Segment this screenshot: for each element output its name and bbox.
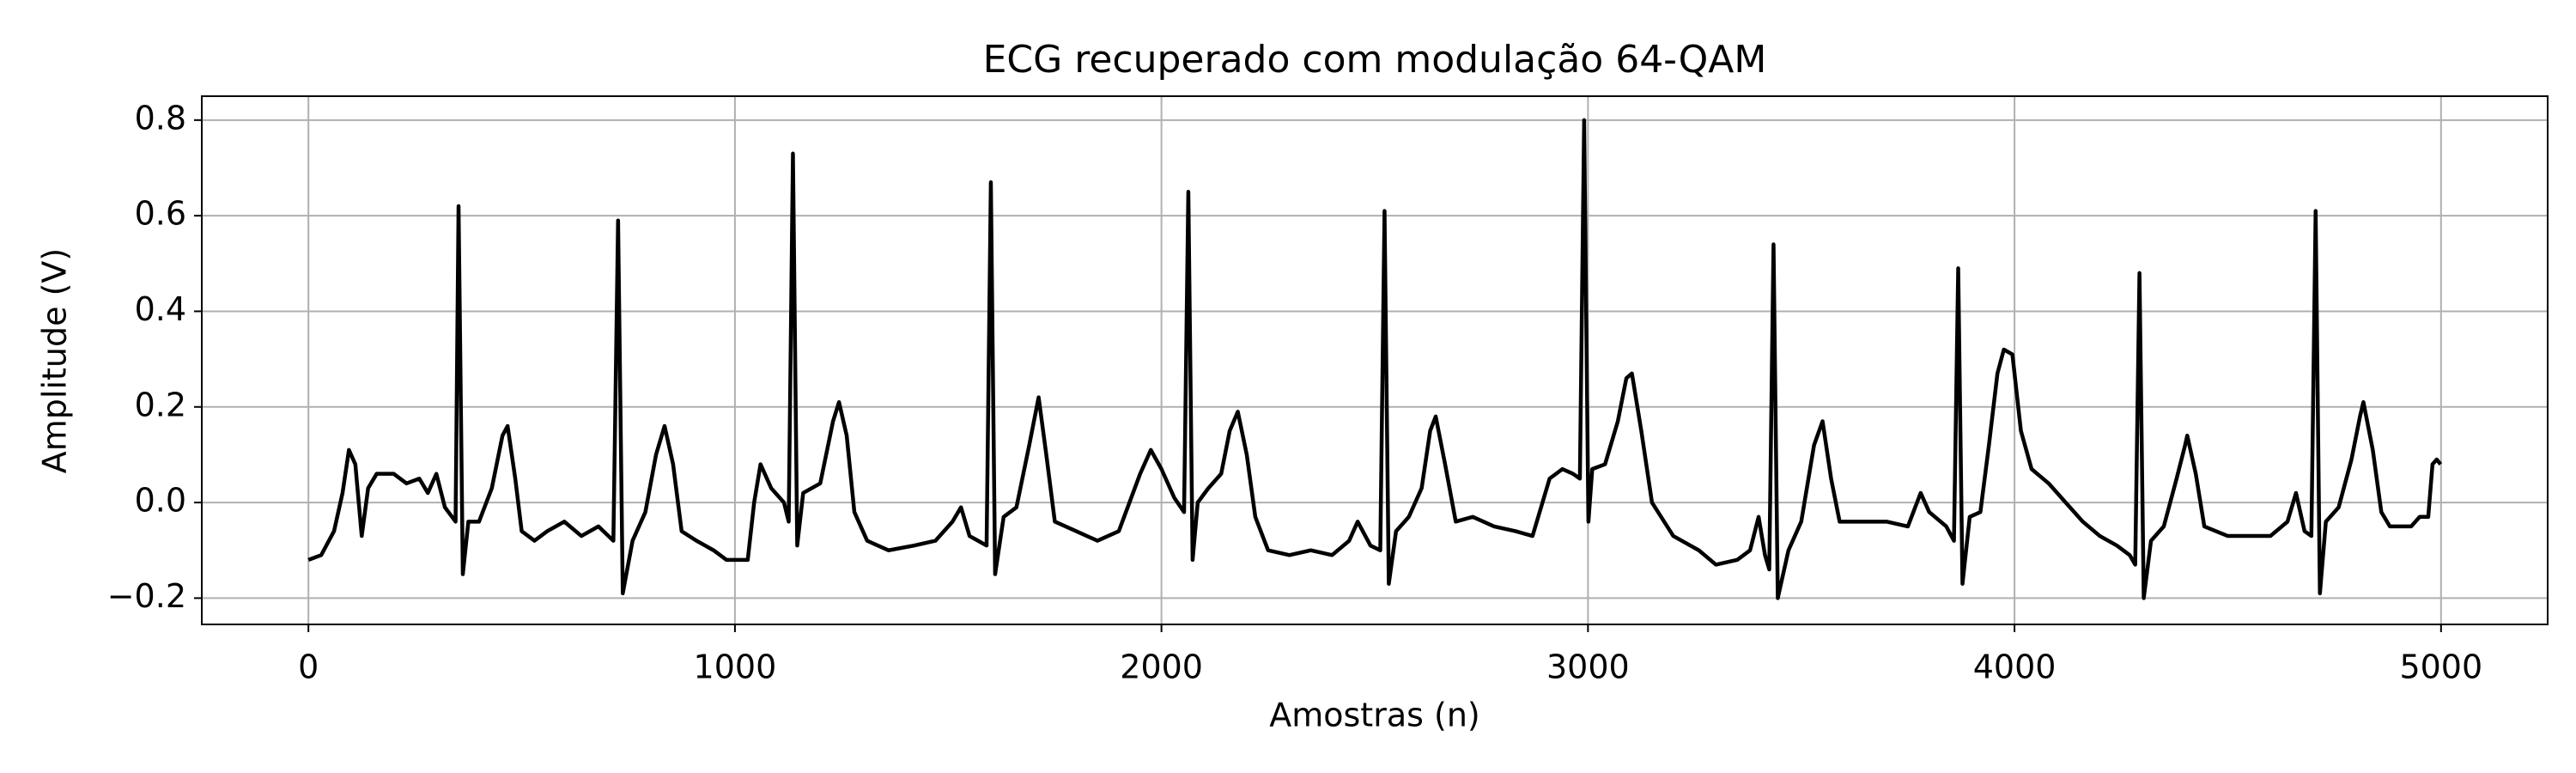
- y-tick-label: −0.2: [107, 577, 186, 615]
- y-tick-label: 0.6: [135, 195, 186, 233]
- x-tick-label: 5000: [2399, 648, 2482, 686]
- x-tick-label: 2000: [1120, 648, 1203, 686]
- x-axis-label: Amostras (n): [1269, 697, 1479, 734]
- chart-title: ECG recuperado com modulação 64-QAM: [983, 38, 1767, 82]
- x-tick-label: 0: [298, 648, 319, 686]
- ecg-line: [307, 118, 2443, 600]
- y-axis-label: Amplitude (V): [36, 248, 74, 473]
- x-tick-label: 1000: [694, 648, 777, 686]
- y-tick-label: 0.4: [135, 290, 186, 328]
- plot-frame: [201, 95, 2549, 625]
- y-tick-label: 0.0: [135, 482, 186, 520]
- x-tick-label: 4000: [1973, 648, 2057, 686]
- y-tick-label: 0.2: [135, 386, 186, 423]
- x-tick-label: 3000: [1546, 648, 1630, 686]
- y-tick-label: 0.8: [135, 99, 186, 137]
